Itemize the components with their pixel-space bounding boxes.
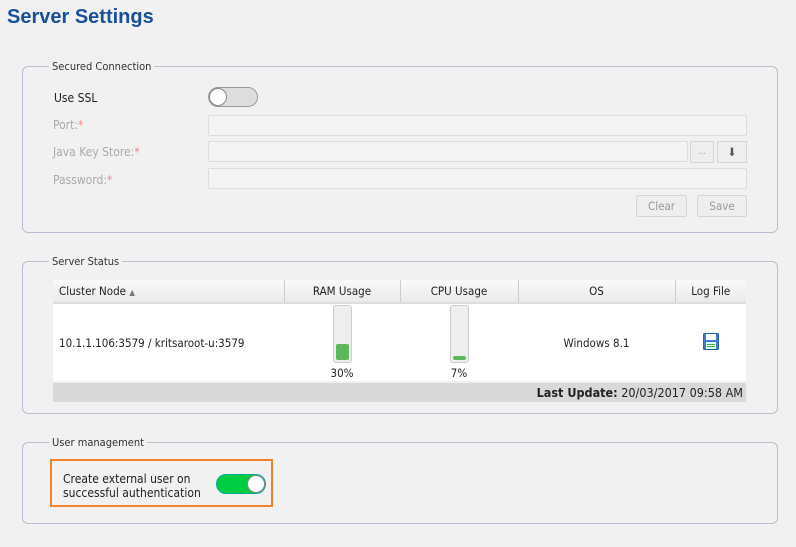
cluster-table: Cluster Node ▲ RAM Usage CPU Usage OS Lo… (53, 280, 746, 381)
save-button[interactable]: Save (697, 195, 747, 217)
highlight-box (50, 459, 273, 507)
jks-label: Java Key Store:* (53, 145, 140, 159)
panel-legend: Secured Connection (52, 60, 152, 73)
cpu-bar (449, 305, 469, 363)
panel-legend: User management (52, 436, 145, 449)
clear-button[interactable]: Clear (636, 195, 687, 217)
download-button[interactable]: ⬇ (717, 141, 747, 163)
port-input[interactable] (208, 115, 747, 136)
server-status-panel: Server Status (22, 255, 778, 414)
save-log-icon (702, 332, 719, 350)
browse-button[interactable]: ... (690, 141, 714, 163)
cluster-node-cell: 10.1.1.106:3579 / kritsaroot-u:3579 (59, 335, 245, 350)
jks-input[interactable] (208, 141, 688, 162)
use-ssl-toggle[interactable] (208, 87, 258, 107)
column-os[interactable]: OS (517, 280, 675, 304)
password-label: Password:* (53, 173, 113, 187)
panel-legend: Server Status (52, 255, 120, 268)
cpu-cell: 7% (400, 303, 518, 381)
user-management-panel: User management (22, 436, 778, 524)
sort-asc-icon: ▲ (129, 288, 135, 297)
log-file-cell[interactable] (675, 303, 746, 381)
download-icon: ⬇ (727, 145, 737, 159)
port-label: Port:* (53, 118, 84, 132)
ram-bar (332, 305, 352, 363)
column-cluster-node[interactable]: Cluster Node ▲ (53, 280, 284, 304)
create-external-user-toggle[interactable] (216, 474, 266, 494)
page-title: Server Settings (7, 6, 154, 28)
column-cpu[interactable]: CPU Usage (399, 280, 518, 304)
column-log-file[interactable]: Log File (674, 280, 746, 304)
password-input[interactable] (208, 168, 747, 189)
use-ssl-label: Use SSL (54, 91, 98, 105)
os-cell: Windows 8.1 (563, 335, 630, 350)
ram-cell: 30% (284, 303, 400, 381)
last-update-bar: Last Update: 20/03/2017 09:58 AM (53, 383, 746, 402)
column-ram[interactable]: RAM Usage (283, 280, 400, 304)
create-external-user-label: Create external user on successful authe… (63, 472, 201, 500)
secured-connection-panel: Secured Connection (22, 60, 778, 233)
table-row[interactable]: 10.1.1.106:3579 / kritsaroot-u:3579 30% … (53, 303, 746, 381)
